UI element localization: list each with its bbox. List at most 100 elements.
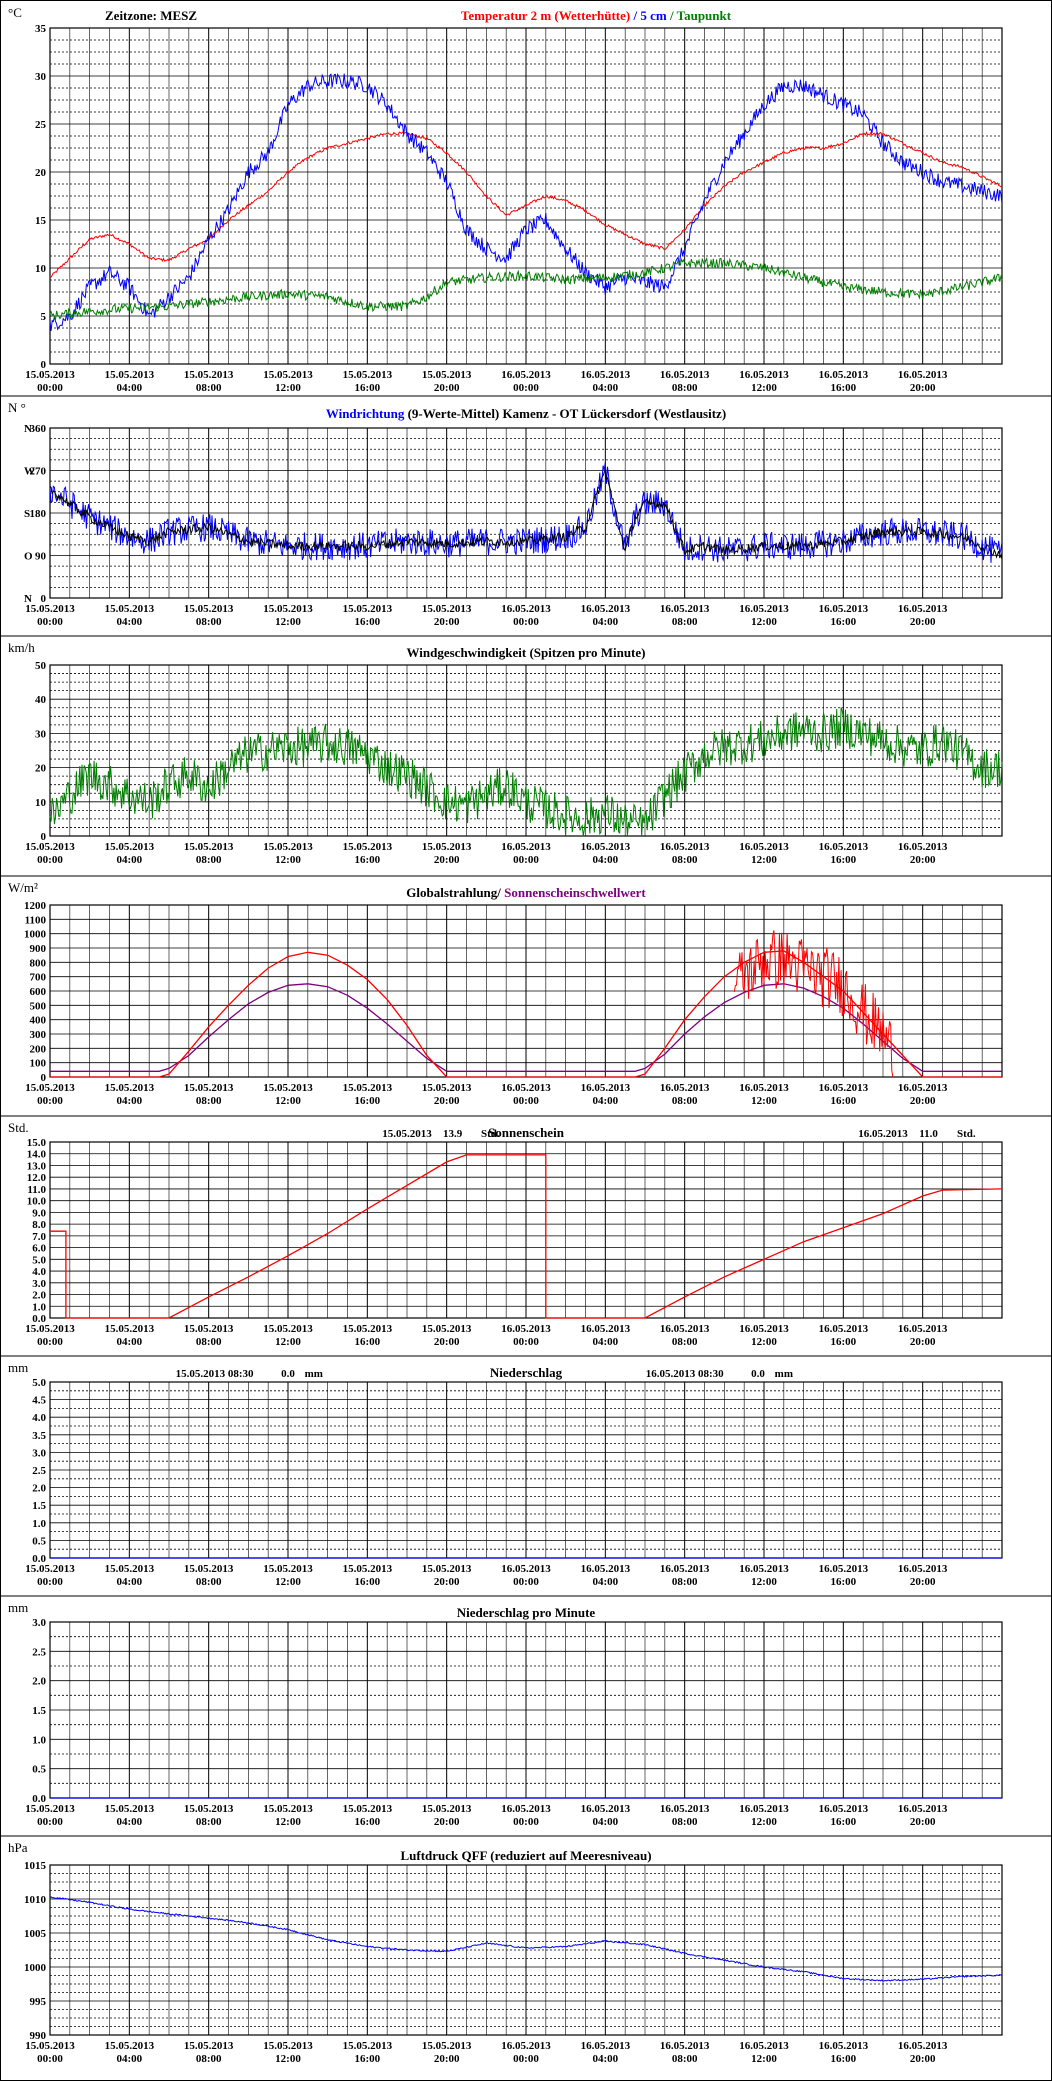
x-tick-time: 16:00 — [830, 1095, 856, 1107]
x-tick-date: 15.05.2013 — [184, 369, 234, 381]
x-tick-time: 12:00 — [275, 616, 301, 628]
x-tick-date: 16.05.2013 — [581, 1323, 631, 1335]
x-tick-time: 12:00 — [751, 2053, 777, 2065]
series-line — [49, 707, 1003, 837]
x-tick-time: 16:00 — [830, 1816, 856, 1828]
y-tick-label: 5.0 — [32, 1377, 46, 1389]
y-tick-label: 20 — [35, 763, 47, 775]
y-tick-label: 9.0 — [32, 1207, 46, 1219]
series-line — [50, 1154, 1003, 1319]
x-tick-date: 16.05.2013 — [581, 2040, 631, 2052]
title-part: 5 cm — [637, 8, 667, 23]
x-tick-time: 12:00 — [751, 1095, 777, 1107]
panel-title: Globalstrahlung/ Sonnenscheinschwellwert — [406, 885, 646, 900]
x-tick-time: 12:00 — [275, 1336, 301, 1348]
x-tick-time: 12:00 — [751, 854, 777, 866]
x-tick-date: 16.05.2013 — [660, 1323, 710, 1335]
x-tick-time: 00:00 — [37, 1095, 63, 1107]
x-tick-date: 15.05.2013 — [184, 603, 234, 615]
title-part: / — [630, 8, 637, 23]
y-tick-label: 990 — [30, 2030, 47, 2042]
x-tick-time: 12:00 — [751, 1336, 777, 1348]
unit-label: N ° — [8, 400, 26, 415]
x-tick-date: 16.05.2013 — [739, 2040, 789, 2052]
title-part: (9-Werte-Mittel) — [404, 406, 499, 421]
unit-label: km/h — [8, 640, 35, 655]
x-tick-time: 00:00 — [513, 1576, 539, 1588]
x-tick-time: 20:00 — [434, 1816, 460, 1828]
unit-label: hPa — [8, 1840, 28, 1855]
x-tick-time: 00:00 — [513, 2053, 539, 2065]
x-tick-time: 16:00 — [354, 1576, 380, 1588]
y-tick-label: 35 — [35, 23, 47, 35]
x-tick-time: 08:00 — [196, 382, 222, 394]
x-tick-date: 16.05.2013 — [819, 841, 869, 853]
title-part: Sonnenscheinschwellwert — [501, 885, 646, 900]
y-tick-label: 15 — [35, 215, 47, 227]
y-tick-label: 3.0 — [32, 1617, 46, 1629]
panel-note: 0.0 — [751, 1368, 765, 1380]
x-tick-time: 00:00 — [513, 616, 539, 628]
x-tick-time: 12:00 — [275, 1576, 301, 1588]
x-tick-date: 16.05.2013 — [819, 1563, 869, 1575]
x-tick-time: 16:00 — [354, 1095, 380, 1107]
y-tick-label: 400 — [30, 1015, 47, 1027]
x-tick-time: 20:00 — [910, 2053, 936, 2065]
x-tick-time: 20:00 — [910, 616, 936, 628]
x-tick-time: 00:00 — [513, 1816, 539, 1828]
x-tick-time: 04:00 — [116, 382, 142, 394]
x-tick-time: 04:00 — [116, 2053, 142, 2065]
y-tick-label: 13.0 — [27, 1160, 47, 1172]
y-tick-label: 360 — [30, 423, 47, 435]
x-tick-time: 12:00 — [751, 382, 777, 394]
x-tick-time: 00:00 — [37, 2053, 63, 2065]
y-tick-label: 4.0 — [32, 1412, 46, 1424]
x-tick-date: 15.05.2013 — [105, 2040, 155, 2052]
panel-pressure: 990 995 1000 1005 1010 1015 hPa Luftdruck QFF (… — [0, 1835, 1052, 2065]
x-tick-date: 15.05.2013 — [422, 1563, 472, 1575]
title-part: Sonnenschein — [488, 1125, 565, 1140]
x-tick-time: 04:00 — [592, 2053, 618, 2065]
panel-precipitation-minute: 0.0 0.5 1.0 1.5 2.0 2.5 3.0 mm Niederschlag pro … — [0, 1595, 1052, 1828]
x-tick-time: 08:00 — [672, 382, 698, 394]
x-tick-date: 16.05.2013 — [581, 1563, 631, 1575]
x-tick-date: 15.05.2013 — [422, 1323, 472, 1335]
unit-label: °C — [8, 5, 22, 20]
x-tick-time: 04:00 — [592, 382, 618, 394]
unit-label: Std. — [8, 1120, 29, 1135]
x-tick-time: 08:00 — [672, 1576, 698, 1588]
panel-title: Zeitzone: MESZ — [105, 8, 197, 23]
y-tick-label: 2.5 — [32, 1465, 46, 1477]
x-tick-date: 16.05.2013 — [501, 1563, 551, 1575]
title-part: Windrichtung — [326, 406, 405, 421]
x-tick-date: 16.05.2013 — [819, 1803, 869, 1815]
x-tick-time: 00:00 — [37, 854, 63, 866]
x-tick-date: 15.05.2013 — [343, 1082, 393, 1094]
x-tick-date: 16.05.2013 — [739, 369, 789, 381]
title-part: Luftdruck QFF (reduziert auf Meeresnivea… — [400, 1848, 651, 1863]
x-tick-time: 20:00 — [910, 1816, 936, 1828]
x-tick-date: 15.05.2013 — [105, 1082, 155, 1094]
y-tick-label: 1000 — [24, 929, 47, 941]
x-tick-time: 20:00 — [434, 382, 460, 394]
x-tick-time: 00:00 — [37, 1816, 63, 1828]
x-tick-time: 08:00 — [196, 854, 222, 866]
y-tick-label: 0 — [41, 593, 47, 605]
title-part: Temperatur 2 m (Wetterhütte) — [461, 8, 630, 23]
x-tick-time: 08:00 — [196, 1095, 222, 1107]
x-tick-time: 16:00 — [354, 616, 380, 628]
y-tick-label: 1200 — [24, 900, 47, 912]
y-tick-label: 5 — [41, 311, 47, 323]
x-tick-date: 16.05.2013 — [898, 841, 948, 853]
x-tick-date: 15.05.2013 — [263, 1563, 313, 1575]
y-tick-label: 30 — [35, 728, 47, 740]
plot-frame — [49, 27, 1003, 365]
x-tick-time: 12:00 — [751, 616, 777, 628]
panel-title: Sonnenschein — [488, 1125, 565, 1140]
compass-label: N — [24, 423, 32, 435]
y-tick-label: 11.0 — [27, 1184, 46, 1196]
compass-label: O — [24, 551, 33, 563]
x-tick-time: 00:00 — [513, 1336, 539, 1348]
y-tick-label: 270 — [30, 466, 47, 478]
